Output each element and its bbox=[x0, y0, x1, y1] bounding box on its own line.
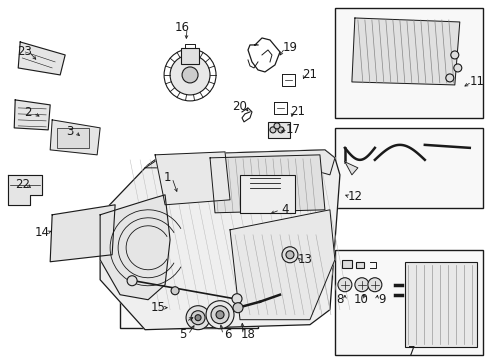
Circle shape bbox=[278, 127, 284, 133]
Text: 7: 7 bbox=[408, 345, 416, 358]
Text: 10: 10 bbox=[353, 293, 368, 306]
Polygon shape bbox=[18, 42, 65, 75]
Bar bbox=[405, 262, 477, 347]
Text: 5: 5 bbox=[179, 328, 187, 341]
Bar bbox=[120, 258, 258, 328]
Text: 16: 16 bbox=[174, 22, 190, 35]
Polygon shape bbox=[155, 152, 230, 205]
Text: 13: 13 bbox=[297, 253, 313, 266]
Text: 6: 6 bbox=[224, 328, 232, 341]
Text: 15: 15 bbox=[150, 301, 166, 314]
Circle shape bbox=[355, 278, 369, 292]
Polygon shape bbox=[210, 155, 325, 213]
Text: 9: 9 bbox=[378, 293, 386, 306]
Circle shape bbox=[282, 247, 298, 263]
Text: 3: 3 bbox=[67, 125, 74, 138]
Circle shape bbox=[211, 306, 229, 324]
Text: 4: 4 bbox=[281, 203, 289, 216]
Text: 11: 11 bbox=[469, 76, 484, 89]
Circle shape bbox=[195, 315, 201, 321]
Text: 18: 18 bbox=[241, 328, 255, 341]
Circle shape bbox=[186, 306, 210, 330]
Bar bbox=[181, 48, 199, 64]
Polygon shape bbox=[230, 210, 335, 320]
Text: 21: 21 bbox=[291, 105, 305, 118]
Polygon shape bbox=[100, 150, 340, 330]
Circle shape bbox=[206, 301, 234, 329]
Text: 23: 23 bbox=[17, 45, 32, 58]
Polygon shape bbox=[8, 175, 42, 205]
Bar bbox=[335, 8, 483, 118]
Bar bbox=[342, 260, 352, 268]
Polygon shape bbox=[145, 150, 335, 175]
Circle shape bbox=[182, 67, 198, 83]
Text: 21: 21 bbox=[302, 68, 318, 81]
Text: 14: 14 bbox=[35, 226, 49, 239]
Circle shape bbox=[171, 287, 179, 295]
Circle shape bbox=[368, 278, 382, 292]
Bar bbox=[57, 128, 89, 148]
Bar bbox=[240, 175, 295, 213]
Circle shape bbox=[270, 127, 276, 133]
Polygon shape bbox=[50, 205, 115, 262]
Text: 2: 2 bbox=[24, 107, 32, 120]
Polygon shape bbox=[352, 18, 460, 85]
Circle shape bbox=[274, 123, 280, 129]
Polygon shape bbox=[14, 100, 50, 130]
Text: 19: 19 bbox=[282, 41, 297, 54]
Circle shape bbox=[286, 251, 294, 259]
Circle shape bbox=[170, 55, 210, 95]
Circle shape bbox=[446, 74, 454, 82]
Polygon shape bbox=[50, 120, 100, 155]
Circle shape bbox=[454, 64, 462, 72]
Circle shape bbox=[338, 278, 352, 292]
Circle shape bbox=[127, 276, 137, 286]
Text: 8: 8 bbox=[336, 293, 343, 306]
Text: 12: 12 bbox=[347, 190, 363, 203]
Text: 22: 22 bbox=[15, 178, 30, 191]
Bar bbox=[335, 250, 483, 355]
Circle shape bbox=[451, 51, 459, 59]
Bar bbox=[335, 128, 483, 208]
Circle shape bbox=[233, 303, 243, 313]
Circle shape bbox=[232, 294, 242, 304]
Text: 17: 17 bbox=[286, 123, 300, 136]
Bar bbox=[268, 122, 290, 138]
Text: 1: 1 bbox=[163, 171, 171, 184]
Circle shape bbox=[216, 311, 224, 319]
Text: 20: 20 bbox=[233, 100, 247, 113]
Polygon shape bbox=[100, 195, 170, 300]
Circle shape bbox=[191, 311, 205, 325]
Polygon shape bbox=[345, 162, 358, 175]
Bar bbox=[356, 262, 364, 268]
